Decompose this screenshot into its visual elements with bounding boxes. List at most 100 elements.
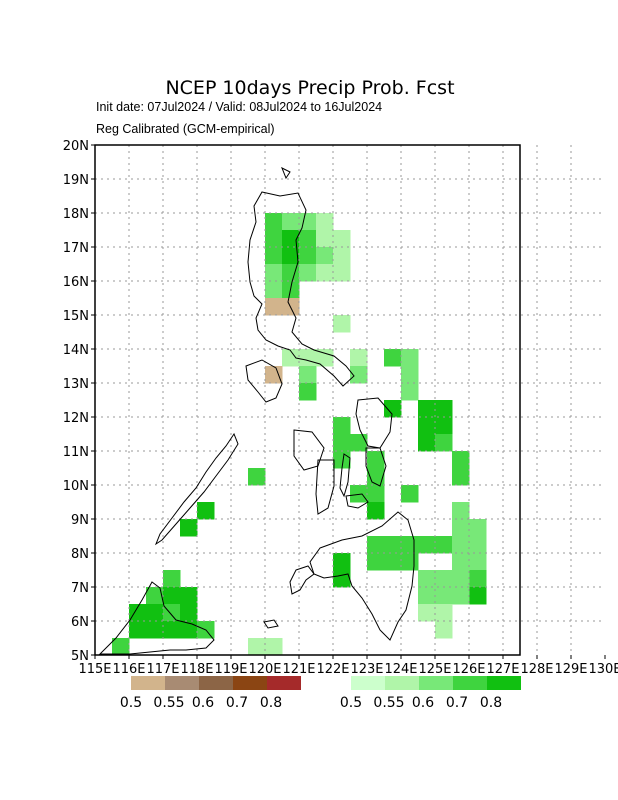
lon-label: 130E	[588, 662, 618, 677]
legend-dry-label: 0.7	[226, 695, 248, 711]
lat-label: 20N	[63, 139, 89, 154]
lon-label: 120E	[248, 662, 281, 677]
wet-cell-40	[452, 451, 470, 469]
wet-cell-38	[418, 434, 436, 452]
wet-cell-61	[401, 536, 419, 554]
wet-cell-77	[452, 553, 470, 571]
longitude-tick-labels: 115E 116E 117E 118E 119E 120E 121E 122E 123E 124E…	[78, 655, 618, 677]
coastline-bohol	[345, 493, 369, 509]
coastline-cebu	[339, 453, 351, 498]
wet-cell-48	[367, 485, 385, 503]
wet-cell-30	[401, 349, 419, 367]
wet-cell-19	[333, 247, 351, 265]
wet-cell-83	[146, 587, 164, 605]
wet-cell-56	[333, 570, 351, 588]
wet-cell-32	[384, 400, 402, 418]
wet-cell-43	[333, 434, 351, 452]
wet-cell-72	[469, 587, 487, 605]
lon-label: 126E	[452, 662, 485, 677]
wet-cell-21	[333, 315, 351, 333]
map-subtitle-dates: Init date: 07Jul2024 / Valid: 08Jul2024 …	[96, 100, 382, 114]
wet-cell-88	[146, 604, 164, 622]
wet-cell-82	[435, 621, 453, 639]
map-gridlines	[95, 145, 605, 655]
lon-label: 129E	[554, 662, 587, 677]
wet-cell-67	[452, 536, 470, 554]
lat-label: 15N	[63, 309, 89, 324]
wet-cell-98	[265, 638, 283, 656]
wet-cell-15	[316, 230, 334, 248]
wet-cell-22	[282, 349, 300, 367]
lat-label: 10N	[63, 479, 89, 494]
lat-label: 16N	[63, 275, 89, 290]
lat-label: 12N	[63, 411, 89, 426]
lon-label: 119E	[214, 662, 247, 677]
coastline-luzon	[247, 191, 355, 387]
wet-cell-74	[418, 587, 436, 605]
legend-dry-label: 0.55	[153, 695, 184, 711]
lat-label: 7N	[71, 581, 89, 596]
wet-cell-23	[299, 349, 317, 367]
wet-cell-69	[469, 536, 487, 554]
wet-cell-70	[469, 553, 487, 571]
coastline-babuyan	[281, 166, 291, 180]
lon-label: 125E	[418, 662, 451, 677]
coastline-zamboanga	[289, 565, 315, 595]
lon-label: 121E	[282, 662, 315, 677]
wet-cell-37	[435, 417, 453, 435]
wet-cell-44	[333, 451, 351, 469]
wet-cell-66	[452, 519, 470, 537]
dry-probability-legend: 0.5 0.55 0.6 0.7 0.8	[120, 676, 301, 711]
wet-cell-3	[265, 264, 283, 282]
legend-wet-swatch	[385, 676, 419, 690]
wet-cell-80	[418, 604, 436, 622]
wet-cell-36	[435, 400, 453, 418]
lon-label: 122E	[316, 662, 349, 677]
lat-label: 5N	[71, 649, 89, 664]
wet-cell-65	[452, 502, 470, 520]
wet-cell-6	[282, 230, 300, 248]
wet-cell-28	[350, 366, 368, 384]
wet-cell-68	[469, 519, 487, 537]
coastline-mindanao	[309, 511, 415, 641]
wet-cell-31	[401, 366, 419, 384]
legend-wet-swatch	[487, 676, 521, 690]
coastline-negros	[315, 459, 335, 515]
wet-cell-51	[401, 485, 419, 503]
lat-label: 9N	[71, 513, 89, 528]
lon-label: 124E	[384, 662, 417, 677]
coastline-leyte	[365, 447, 387, 487]
lat-label: 8N	[71, 547, 89, 562]
latitude-tick-labels: 5N 6N 7N 8N 9N 10N 11N 12N 13N 14N 15N 16N 17N 18N 19N…	[63, 139, 95, 664]
coastline-palawan	[154, 432, 239, 546]
coastline-outline	[98, 166, 415, 655]
legend-dry-label: 0.8	[260, 695, 282, 711]
dry-cell-2	[265, 366, 283, 384]
legend-wet-swatch	[419, 676, 453, 690]
wet-cell-59	[384, 536, 402, 554]
wet-cell-64	[435, 536, 453, 554]
wet-cell-55	[333, 553, 351, 571]
wet-cell-14	[316, 213, 334, 231]
wet-cell-85	[163, 587, 181, 605]
legend-dry-swatch	[165, 676, 199, 690]
wet-cell-0	[265, 213, 283, 231]
wet-cell-84	[163, 570, 181, 588]
wet-cell-76	[435, 587, 453, 605]
wet-cell-27	[350, 349, 368, 367]
legend-wet-label: 0.5	[340, 695, 362, 711]
wet-cell-29	[384, 349, 402, 367]
lon-label: 116E	[112, 662, 145, 677]
lat-label: 13N	[63, 377, 89, 392]
wet-cell-25	[299, 383, 317, 401]
legend-dry-swatch	[131, 676, 165, 690]
wet-cell-7	[282, 247, 300, 265]
wet-cell-42	[333, 417, 351, 435]
wet-cell-94	[180, 621, 198, 639]
wet-cell-81	[435, 604, 453, 622]
wet-cell-35	[418, 417, 436, 435]
lat-label: 14N	[63, 343, 89, 358]
wet-cell-13	[299, 264, 317, 282]
wet-cell-39	[435, 434, 453, 452]
wet-cell-62	[401, 553, 419, 571]
